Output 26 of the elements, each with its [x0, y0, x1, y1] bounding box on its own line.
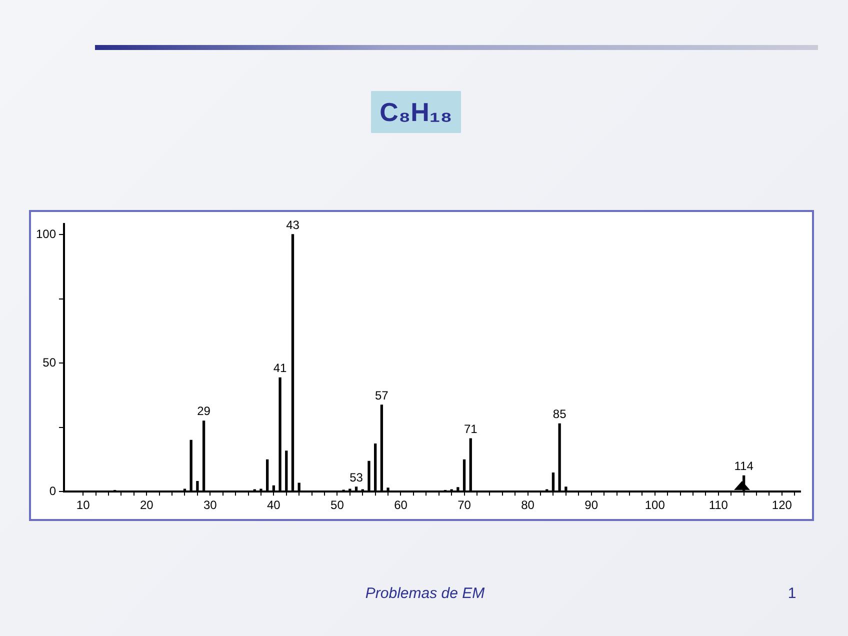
- chart-title: C₈H₁₈: [380, 96, 452, 128]
- x-tick-label: 70: [458, 498, 472, 512]
- annotation: 114: [734, 458, 754, 473]
- x-tick-label: 120: [772, 498, 792, 512]
- text: Problemas de EM: [364, 585, 486, 602]
- annotation: 53: [350, 470, 364, 484]
- annotation: 43: [286, 218, 300, 232]
- x-tick-label: 90: [584, 498, 598, 512]
- text: 1: [786, 585, 798, 602]
- x-tick-label: 50: [330, 498, 344, 512]
- x-tick-label: 20: [140, 498, 154, 512]
- annotation: 41: [273, 361, 288, 376]
- annotation: 57: [375, 388, 389, 402]
- x-tick-label: 100: [644, 498, 666, 512]
- y-tick-label: 0: [49, 484, 56, 498]
- x-tick-label: 80: [521, 498, 535, 512]
- x-tick-label: 110: [708, 498, 728, 512]
- x-tick-label: 40: [267, 498, 281, 512]
- y-tick-label: 50: [42, 355, 56, 370]
- y-tick-label: 100: [36, 226, 56, 241]
- x-tick-label: 60: [394, 498, 408, 512]
- x-tick-label: 30: [203, 498, 218, 512]
- annotation: 29: [197, 404, 211, 418]
- annotation: 71: [464, 422, 478, 436]
- annotation: 85: [552, 407, 567, 422]
- x-tick-label: 10: [76, 498, 90, 512]
